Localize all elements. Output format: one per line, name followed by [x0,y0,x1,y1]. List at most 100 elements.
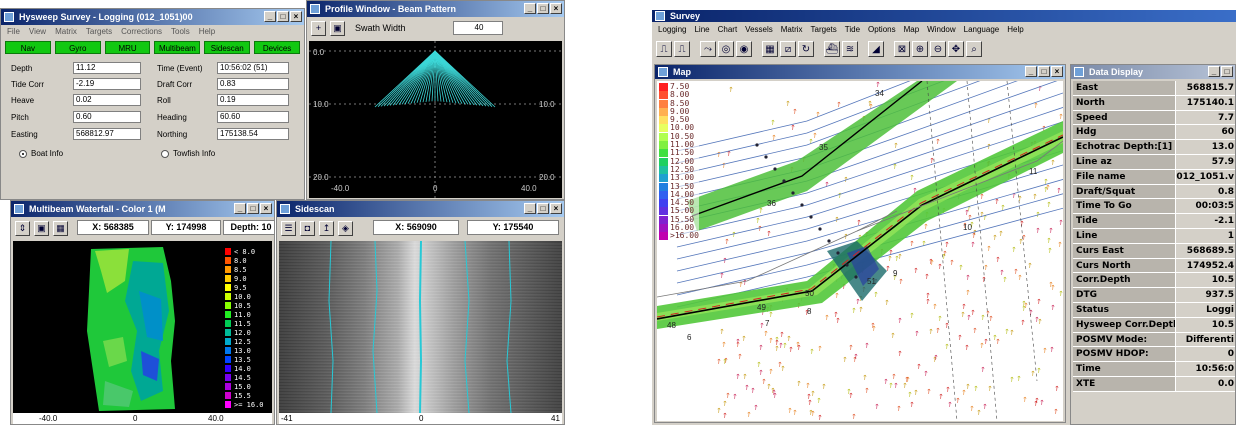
maximize-button[interactable]: □ [1221,66,1233,77]
grid-icon[interactable]: ▦ [762,41,778,57]
rotate-icon[interactable]: ↻ [798,41,814,57]
record-icon[interactable]: ◎ [718,41,734,57]
add-icon[interactable]: + [311,20,326,36]
color-icon[interactable]: ▣ [34,220,49,236]
menu-window[interactable]: Window [927,25,956,34]
draw-line-icon[interactable]: ◢ [868,41,884,57]
minimize-button[interactable]: _ [264,11,276,22]
grid-icon[interactable]: ▦ [53,220,68,236]
maximize-button[interactable]: □ [247,203,259,214]
roll-field[interactable]: 0.19 [217,94,289,106]
line-number-label: 48 [667,321,676,330]
map-titlebar[interactable]: Map _ □ × [655,65,1065,79]
menu-help[interactable]: Help [198,27,216,36]
svg-text:↗: ↗ [840,282,849,291]
target-icon[interactable]: ◉ [736,41,752,57]
data-display-titlebar[interactable]: Data Display _ □ [1071,65,1235,79]
list-icon[interactable]: ☰ [281,220,296,236]
minimize-button[interactable]: _ [1208,66,1220,77]
upload-icon[interactable]: ↥ [319,220,334,236]
close-button[interactable]: × [260,203,272,214]
zoom-out-icon[interactable]: ⊖ [930,41,946,57]
arrows-icon[interactable]: ⇕ [15,220,30,236]
menu-tools[interactable]: Tools [171,27,190,36]
pan-icon[interactable]: ✥ [948,41,964,57]
status-devices-button[interactable]: Devices [254,41,300,54]
zoom-window-icon[interactable]: ⌕ [966,41,982,57]
menu-language[interactable]: Language [963,25,1000,34]
wave-icon[interactable]: ≋ [842,41,858,57]
menu-map[interactable]: Map [903,25,920,34]
minimize-button[interactable]: _ [234,203,246,214]
menu-view[interactable]: View [28,27,47,36]
color-icon[interactable]: ▣ [330,20,345,36]
menu-targets[interactable]: Targets [85,27,113,36]
status-sidescan-button[interactable]: Sidescan [204,41,251,54]
line-icon[interactable]: ⧄ [780,41,796,57]
close-button[interactable]: × [550,3,562,14]
waterfall-titlebar[interactable]: Multibeam Waterfall - Color 1 (M _ □ × [11,201,274,217]
beam-pattern-svg: 0.0 10.0 20.0 10.0 20.0 -40.0 0 40.0 [309,41,562,198]
scale-swatch-14 [225,374,231,381]
zoom-extents-icon[interactable]: ⊠ [894,41,910,57]
zoom-in-icon[interactable]: ⊕ [912,41,928,57]
event-icon[interactable]: ⤳ [700,41,716,57]
northing-field[interactable]: 175138.54 [217,128,289,140]
status-gyro-button[interactable]: Gyro [54,41,101,54]
heave-field[interactable]: 0.02 [73,94,141,106]
palette-icon[interactable]: ◈ [338,220,353,236]
maximize-button[interactable]: □ [277,11,289,22]
camera-icon[interactable]: ◘ [300,220,315,236]
start-logging-icon[interactable]: ⎍ [656,41,672,57]
time-event-field[interactable]: 10:56:02 (51) [217,62,289,74]
heading-field[interactable]: 60.60 [217,111,289,123]
menu-targets[interactable]: Targets [810,25,837,34]
menu-options[interactable]: Options [868,25,896,34]
scale-label: 15.0 [234,382,251,391]
menu-vessels[interactable]: Vessels [745,25,773,34]
pitch-field[interactable]: 0.60 [73,111,141,123]
menu-matrix[interactable]: Matrix [780,25,803,34]
sidescan-toolbar: ☰ ◘ ↥ ◈ X: 569090 Y: 175540 [277,217,564,239]
depth-field[interactable]: 11.12 [73,62,141,74]
menu-corrections[interactable]: Corrections [121,27,163,36]
ship-icon[interactable]: ⛴ [824,41,840,57]
minimize-button[interactable]: _ [524,3,536,14]
tide-corr-field[interactable]: -2.19 [73,78,141,90]
minimize-button[interactable]: _ [1025,66,1037,77]
close-button[interactable]: × [550,203,562,214]
menu-matrix[interactable]: Matrix [55,27,77,36]
survey-titlebar[interactable]: Survey [652,10,1236,22]
towfish-info-radio[interactable]: Towfish Info [161,149,215,158]
easting-field[interactable]: 568812.97 [73,128,141,140]
hysweep-titlebar[interactable]: Hysweep Survey - Logging (012_1051)00 _ □… [1,9,304,25]
radio-selected-icon [19,149,27,158]
svg-text:↗: ↗ [724,391,733,400]
menu-chart[interactable]: Chart [717,25,738,34]
menu-file[interactable]: File [7,27,20,36]
stop-logging-icon[interactable]: ⎍ [674,41,690,57]
swath-width-field[interactable]: 40 [453,21,503,35]
close-button[interactable]: × [290,11,302,22]
maximize-button[interactable]: □ [537,203,549,214]
menu-logging[interactable]: Logging [658,25,687,34]
boat-info-radio[interactable]: Boat Info [19,149,63,158]
map-canvas[interactable]: ↗ ↗ ↗ ↗ ↗ ↗ ↗ ↗ ↗ ↗ ↗ ↗ ↗ ↗ ↗ ↗ ↗ ↗ ↗ ↗ ↗ ↗ ↗ ↗ ↗ ↗ ↗ ↗ ↗ ↗ ↗ ↗ ↗ ↗ ↗ ↗ ↗ ↗ ↗ ↗… [657,81,1063,421]
data-display-key: Hysweep Corr.Depth [1073,317,1176,332]
status-mru-button[interactable]: MRU [104,41,151,54]
maximize-button[interactable]: □ [1038,66,1050,77]
close-button[interactable]: × [1051,66,1063,77]
maximize-button[interactable]: □ [537,3,549,14]
menu-help[interactable]: Help [1007,25,1024,34]
app-icon [14,204,24,214]
menu-tide[interactable]: Tide [844,25,861,34]
menu-line[interactable]: Line [694,25,710,34]
status-multibeam-button[interactable]: Multibeam [154,41,201,54]
scale-label: 13.5 [234,355,251,364]
profile-titlebar[interactable]: Profile Window - Beam Pattern _ □ × [307,1,564,17]
legend-row: 10.00 [659,124,699,133]
status-nav-button[interactable]: Nav [5,41,51,54]
minimize-button[interactable]: _ [524,203,536,214]
draft-corr-field[interactable]: 0.83 [217,78,289,90]
sidescan-titlebar[interactable]: Sidescan _ □ × [277,201,564,217]
